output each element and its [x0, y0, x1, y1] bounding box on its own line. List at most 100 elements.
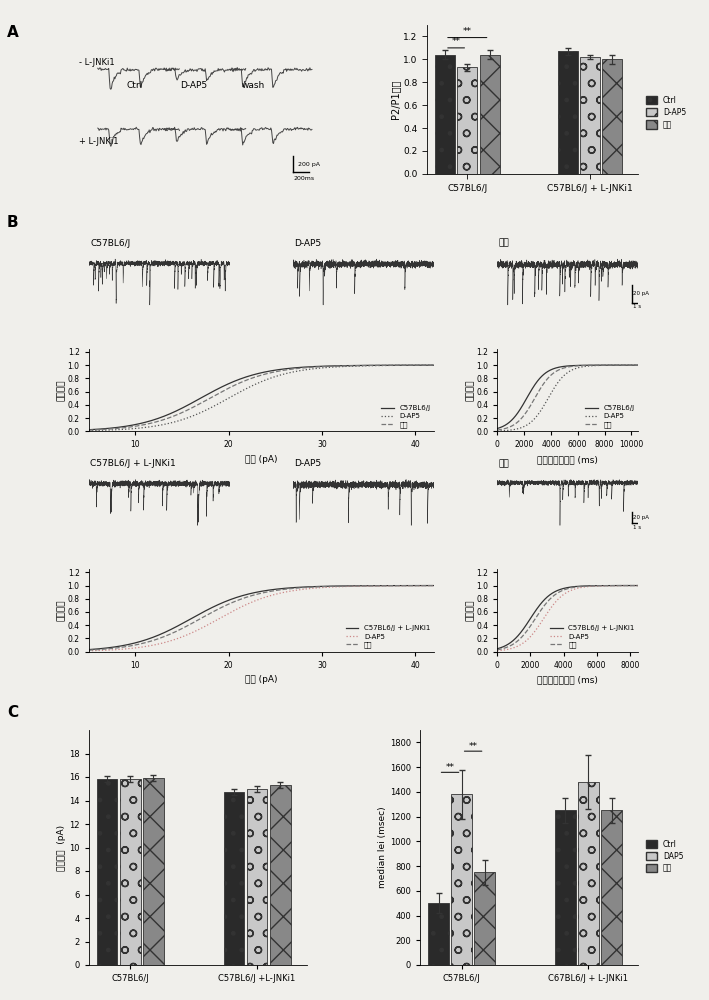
- C57BL6/J + L-JNKi1: [596, 580, 604, 592]
- 洗涤: [549, 590, 557, 602]
- C57BL6/J + L-JNKi1: [301, 581, 310, 593]
- D-AP5: [84, 645, 93, 657]
- C57BL6/J: [493, 423, 501, 435]
- Line: D-AP5: D-AP5: [89, 586, 434, 651]
- 洗涤: [634, 580, 642, 592]
- D-AP5: [539, 401, 547, 413]
- Bar: [428, 903, 449, 965]
- Line: C57BL6/J + L-JNKi1: C57BL6/J + L-JNKi1: [89, 586, 434, 650]
- Text: 200 pA: 200 pA: [298, 162, 320, 167]
- Y-axis label: 累计概率: 累计概率: [57, 379, 66, 401]
- C57BL6/J: [549, 363, 557, 375]
- Bar: [435, 55, 455, 174]
- C57BL6/J: [335, 360, 344, 372]
- Text: **: **: [469, 742, 478, 751]
- 洗涤: [335, 360, 344, 372]
- D-AP5: [581, 581, 590, 593]
- Legend: C57BL6/J + L-JNKi1, D-AP5, 洗涤: C57BL6/J + L-JNKi1, D-AP5, 洗涤: [550, 625, 635, 648]
- Line: 洗涤: 洗涤: [89, 365, 434, 430]
- Bar: [247, 789, 267, 965]
- D-AP5: [634, 359, 642, 371]
- Legend: Ctrl, DAP5, 洗涤: Ctrl, DAP5, 洗涤: [647, 840, 683, 873]
- Bar: [578, 782, 599, 965]
- C57BL6/J: [596, 359, 604, 371]
- 洗涤: [126, 421, 135, 433]
- Line: D-AP5: D-AP5: [89, 365, 434, 431]
- Bar: [143, 778, 164, 965]
- Bar: [269, 785, 291, 965]
- Text: 200ms: 200ms: [294, 176, 314, 181]
- C57BL6/J: [84, 424, 93, 436]
- C57BL6/J + L-JNKi1: [595, 580, 603, 592]
- Text: Ctrl: Ctrl: [126, 81, 143, 90]
- Text: 20 pA: 20 pA: [633, 291, 649, 296]
- C57BL6/J: [221, 379, 230, 391]
- 洗涤: [333, 580, 342, 592]
- Text: **: **: [463, 27, 471, 36]
- Text: D-AP5: D-AP5: [294, 239, 321, 248]
- 洗涤: [84, 644, 93, 656]
- C57BL6/J + L-JNKi1: [221, 596, 230, 608]
- Text: B: B: [7, 215, 18, 230]
- 洗涤: [581, 359, 590, 371]
- 洗涤: [333, 360, 342, 372]
- Y-axis label: 累计概率: 累计概率: [466, 600, 474, 621]
- Bar: [96, 779, 118, 965]
- Text: C: C: [7, 705, 18, 720]
- C57BL6/J: [539, 369, 547, 381]
- 洗涤: [510, 419, 518, 431]
- C57BL6/J + L-JNKi1: [634, 580, 642, 592]
- C57BL6/J: [634, 359, 642, 371]
- X-axis label: 振幅 (pA): 振幅 (pA): [245, 675, 277, 684]
- 洗涤: [539, 601, 547, 613]
- X-axis label: 事件之间的间隔 (ms): 事件之间的间隔 (ms): [537, 675, 598, 684]
- Line: C57BL6/J: C57BL6/J: [497, 365, 638, 429]
- D-AP5: [595, 580, 603, 592]
- D-AP5: [126, 642, 135, 654]
- 洗涤: [126, 640, 135, 652]
- 洗涤: [197, 612, 206, 624]
- Line: D-AP5: D-AP5: [497, 365, 638, 431]
- 洗涤: [493, 644, 501, 656]
- 洗涤: [335, 580, 344, 592]
- D-AP5: [596, 580, 604, 592]
- Bar: [580, 57, 600, 174]
- 洗涤: [595, 359, 603, 371]
- C57BL6/J + L-JNKi1: [430, 580, 438, 592]
- C57BL6/J: [581, 359, 590, 371]
- D-AP5: [549, 599, 557, 611]
- D-AP5: [596, 359, 604, 371]
- C57BL6/J + L-JNKi1: [335, 580, 344, 592]
- Bar: [555, 810, 576, 965]
- Text: 1 s: 1 s: [633, 304, 642, 309]
- Text: **: **: [445, 763, 454, 772]
- 洗涤: [596, 580, 604, 592]
- Line: C57BL6/J + L-JNKi1: C57BL6/J + L-JNKi1: [497, 586, 638, 649]
- C57BL6/J: [333, 360, 342, 372]
- Text: 20 pA: 20 pA: [633, 515, 649, 520]
- 洗涤: [430, 580, 438, 592]
- D-AP5: [84, 425, 93, 437]
- Text: + L-JNKi1: + L-JNKi1: [79, 137, 119, 146]
- Y-axis label: 中値振幅  (pA): 中値振幅 (pA): [57, 824, 66, 871]
- C57BL6/J: [595, 359, 603, 371]
- Text: D-AP5: D-AP5: [180, 81, 207, 90]
- 洗涤: [596, 359, 604, 371]
- D-AP5: [510, 642, 518, 654]
- D-AP5: [335, 361, 344, 373]
- D-AP5: [301, 364, 310, 376]
- C57BL6/J: [430, 359, 438, 371]
- Text: **: **: [452, 37, 461, 46]
- 洗涤: [634, 359, 642, 371]
- D-AP5: [221, 394, 230, 406]
- Bar: [457, 67, 477, 174]
- 洗涤: [430, 359, 438, 371]
- 洗涤: [493, 424, 501, 436]
- C57BL6/J + L-JNKi1: [333, 580, 342, 592]
- 洗涤: [539, 378, 547, 390]
- D-AP5: [197, 622, 206, 634]
- Bar: [558, 51, 578, 174]
- D-AP5: [493, 425, 501, 437]
- Bar: [601, 810, 622, 965]
- Bar: [474, 872, 495, 965]
